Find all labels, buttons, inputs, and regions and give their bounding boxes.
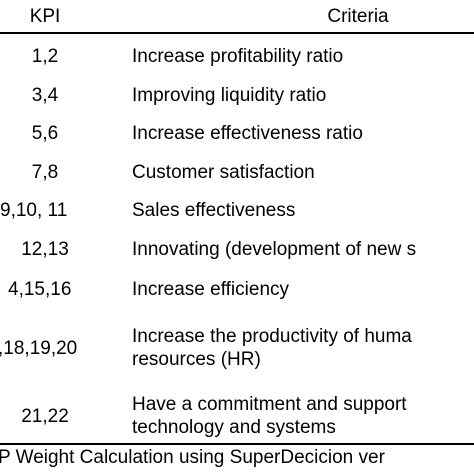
bottom-rule <box>0 443 474 445</box>
criteria-cell: Increase effectiveness ratio <box>132 123 363 144</box>
criteria-cell: Sales effectiveness <box>132 200 296 221</box>
kpi-cell: 4,15,16 <box>8 279 72 300</box>
criteria-cell: Improving liquidity ratio <box>132 85 327 106</box>
header-rule <box>0 32 474 34</box>
kpi-cell: 7,8 <box>31 162 59 183</box>
criteria-cell: Have a commitment and support <box>132 394 407 415</box>
caption: P Weight Calculation using SuperDecicion… <box>0 447 385 468</box>
criteria-cell: Customer satisfaction <box>132 162 315 183</box>
header-kpi: KPI <box>29 6 61 27</box>
kpi-cell: ,18,19,20 <box>0 338 78 359</box>
kpi-cell: 9,10, 11 <box>0 200 68 221</box>
kpi-cell: 3,4 <box>31 85 59 106</box>
header-criteria: Criteria <box>327 6 389 27</box>
criteria-cell: Increase the productivity of huma <box>132 326 412 347</box>
kpi-cell: 5,6 <box>31 123 59 144</box>
kpi-cell: 21,22 <box>21 406 69 427</box>
kpi-cell: 12,13 <box>21 239 69 260</box>
criteria-cell: Innovating (development of new s <box>132 239 417 260</box>
criteria-cell: Increase efficiency <box>132 279 290 300</box>
kpi-cell: 1,2 <box>31 46 59 67</box>
criteria-cell: resources (HR) <box>132 349 261 370</box>
criteria-cell: technology and systems <box>132 417 336 438</box>
criteria-cell: Increase profitability ratio <box>132 46 344 67</box>
